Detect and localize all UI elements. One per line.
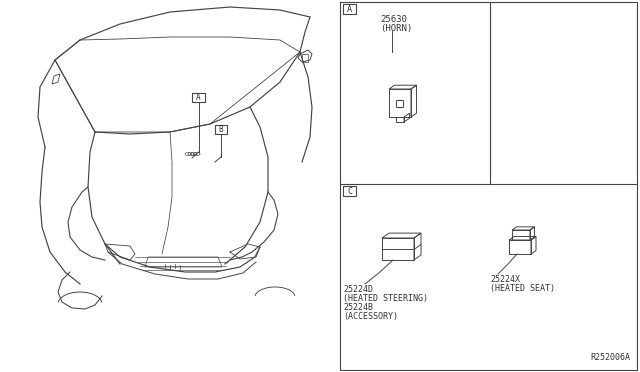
FancyBboxPatch shape <box>192 93 205 102</box>
Text: A: A <box>347 4 352 13</box>
Text: (HEATED SEAT): (HEATED SEAT) <box>490 285 555 294</box>
Text: 25224X: 25224X <box>490 276 520 285</box>
Text: 25224D: 25224D <box>343 285 373 295</box>
FancyBboxPatch shape <box>343 4 356 14</box>
Text: A: A <box>196 93 201 102</box>
Text: R252006A: R252006A <box>590 353 630 362</box>
Text: (ACCESSORY): (ACCESSORY) <box>343 312 398 321</box>
Text: (HEATED STEERING): (HEATED STEERING) <box>343 295 428 304</box>
Text: 25224B: 25224B <box>343 304 373 312</box>
Text: C: C <box>347 186 352 196</box>
FancyBboxPatch shape <box>343 186 356 196</box>
Text: (HORN): (HORN) <box>380 23 412 32</box>
Text: 25630: 25630 <box>380 16 407 25</box>
FancyBboxPatch shape <box>215 125 227 134</box>
Text: B: B <box>219 125 223 134</box>
